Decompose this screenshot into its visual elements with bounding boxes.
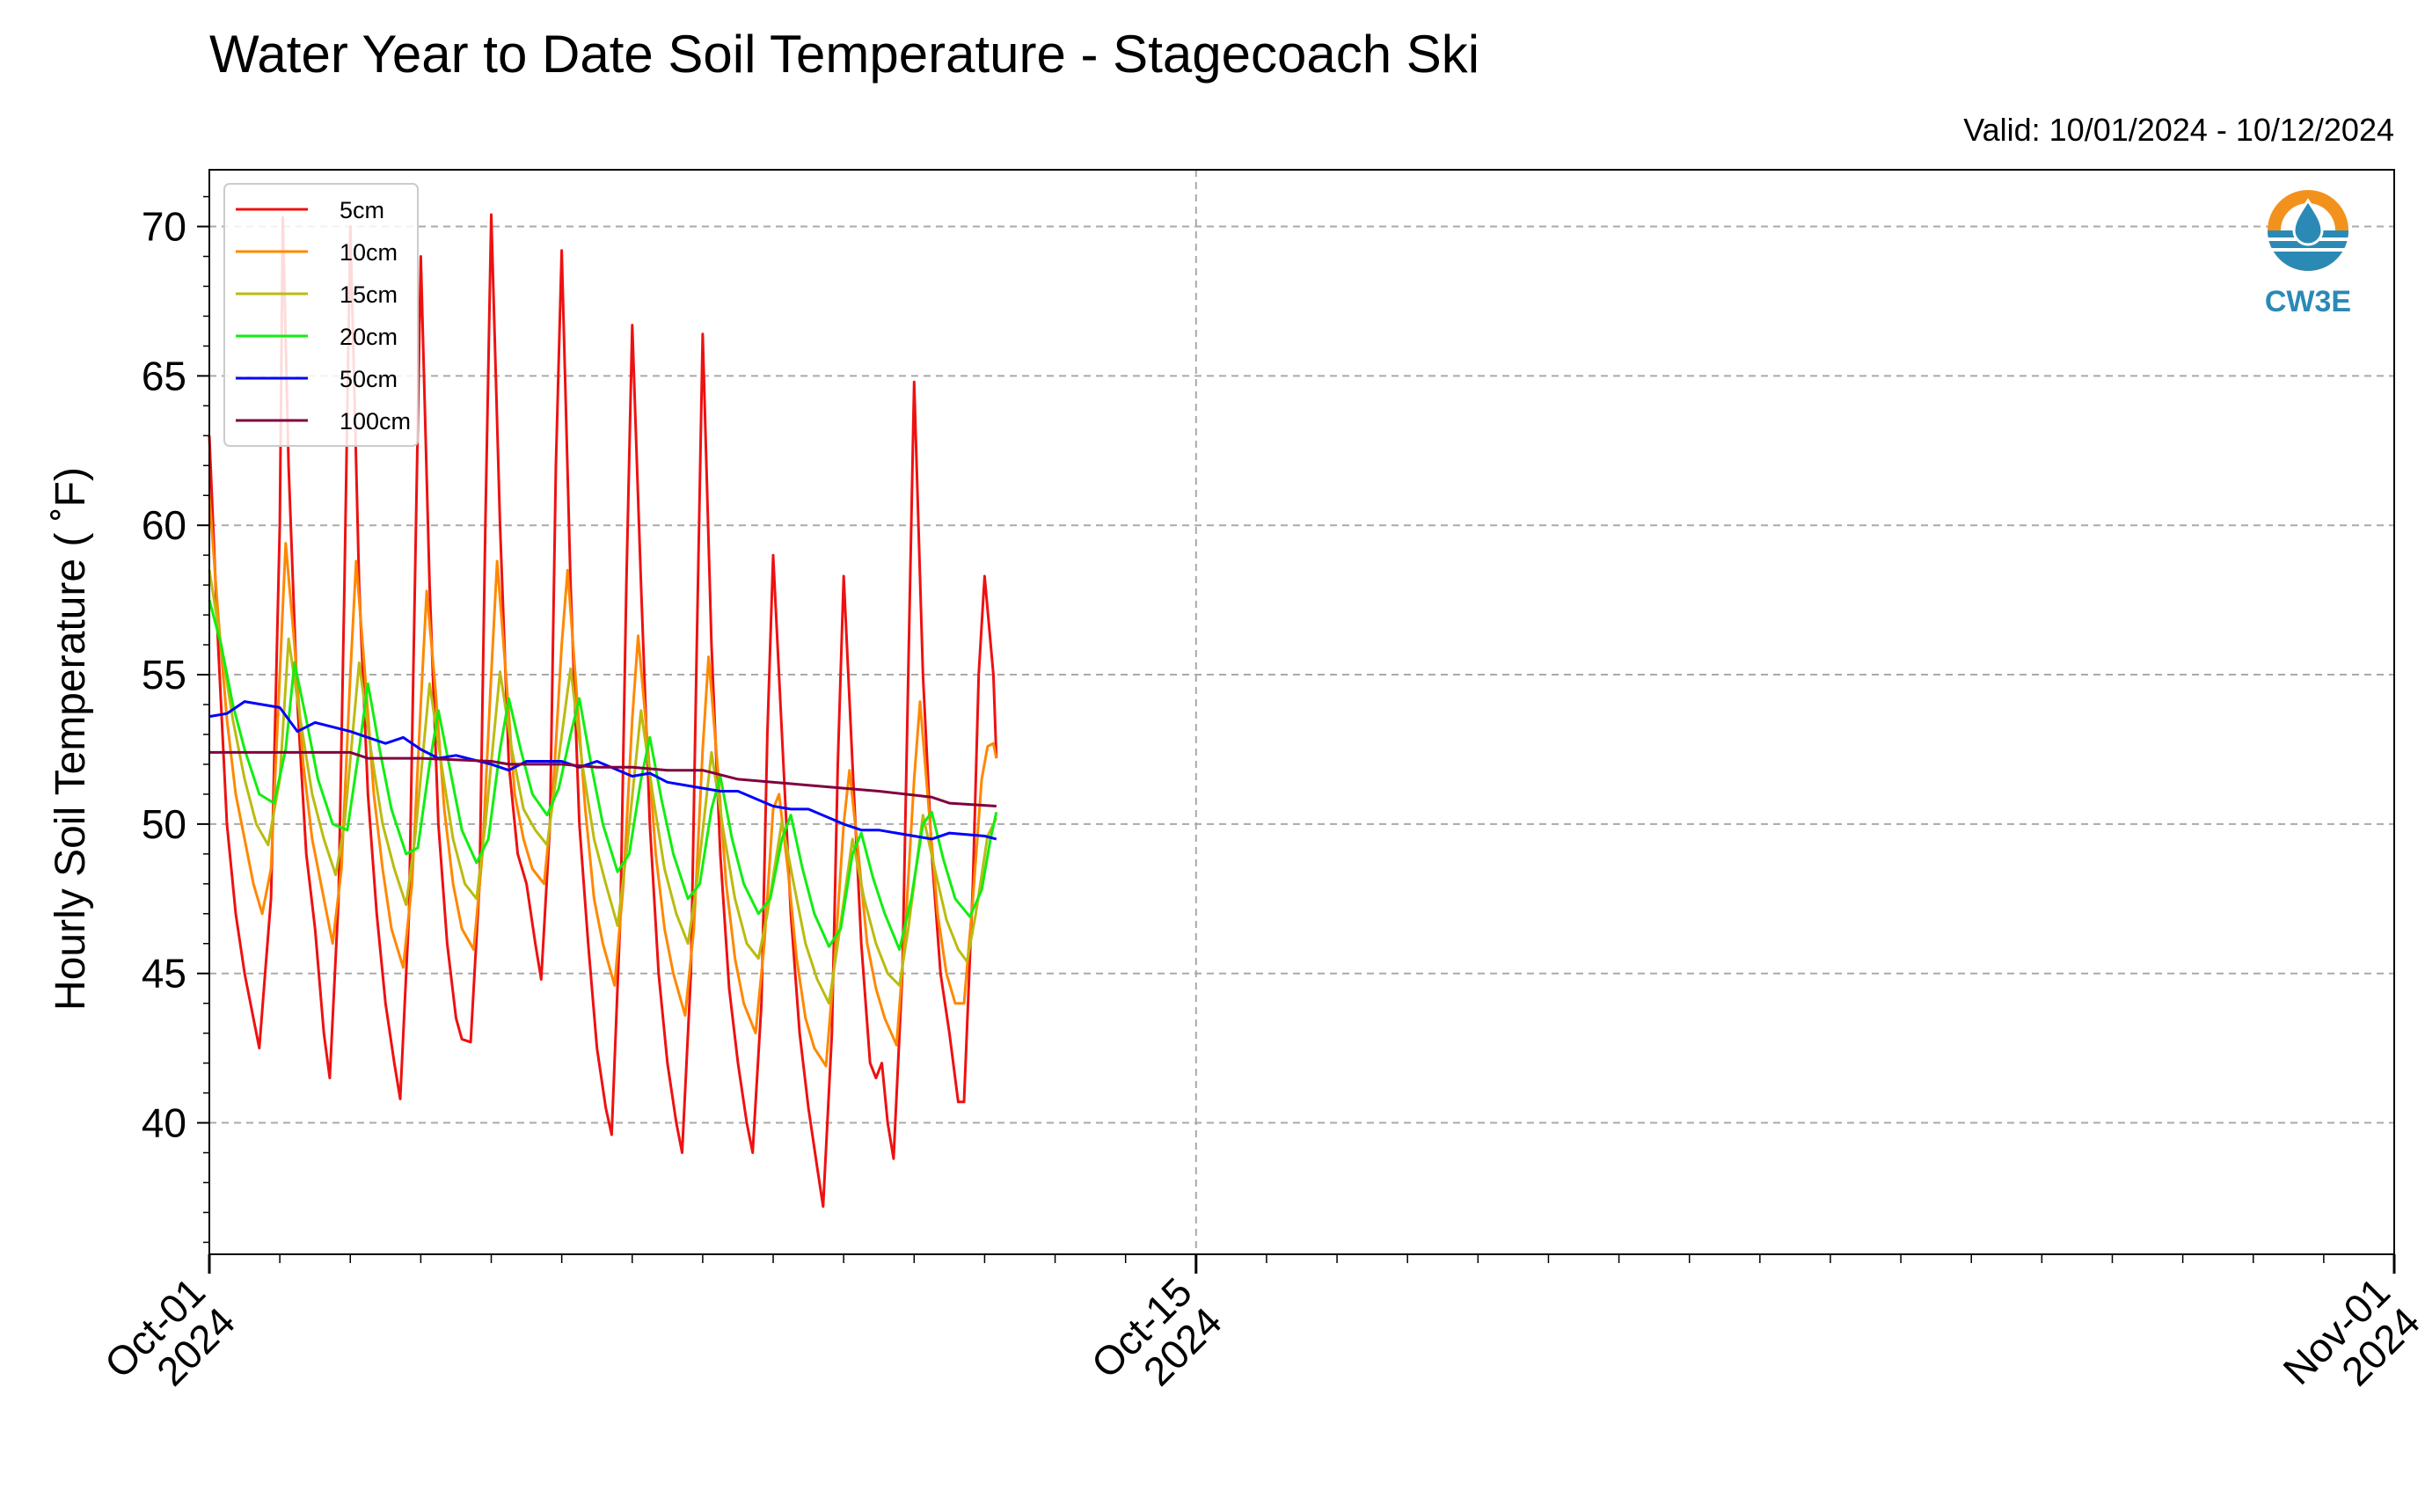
series-lines — [208, 213, 998, 1209]
chart-title: Water Year to Date Soil Temperature - St… — [209, 25, 1479, 84]
cw3e-logo: CW3E — [2265, 190, 2351, 318]
logo-text: CW3E — [2265, 285, 2351, 318]
legend-label-5cm: 5cm — [340, 197, 384, 223]
y-axis-label: Hourly Soil Temperature ( ˚F) — [47, 467, 94, 1011]
legend-box — [223, 183, 419, 447]
series-line-100cm — [209, 750, 997, 807]
legend-label-100cm: 100cm — [340, 408, 411, 435]
series-line-15cm — [208, 569, 998, 1005]
y-tick-label: 45 — [142, 951, 186, 997]
y-axis: 40 45 50 55 60 65 70 — [142, 195, 209, 1244]
y-tick-label: 65 — [142, 353, 186, 398]
legend-label-10cm: 10cm — [340, 239, 398, 266]
y-tick-label: 55 — [142, 652, 186, 698]
chart-subtitle: Valid: 10/01/2024 - 10/12/2024 — [1963, 112, 2394, 148]
cw3e-water-drop-logo-icon — [2268, 190, 2348, 271]
legend-label-50cm: 50cm — [340, 366, 398, 392]
series-line-50cm — [208, 700, 997, 841]
series-line-20cm — [208, 599, 998, 951]
y-tick-label: 50 — [142, 801, 186, 847]
y-tick-label: 40 — [142, 1100, 186, 1146]
legend-label-15cm: 15cm — [340, 281, 398, 308]
plot-frame — [208, 169, 2395, 1255]
legend: 5cm 10cm 15cm 20cm 50cm 100cm — [223, 183, 419, 447]
legend-label-20cm: 20cm — [340, 324, 398, 350]
y-tick-label: 60 — [142, 502, 186, 548]
y-tick-label: 70 — [142, 204, 186, 250]
